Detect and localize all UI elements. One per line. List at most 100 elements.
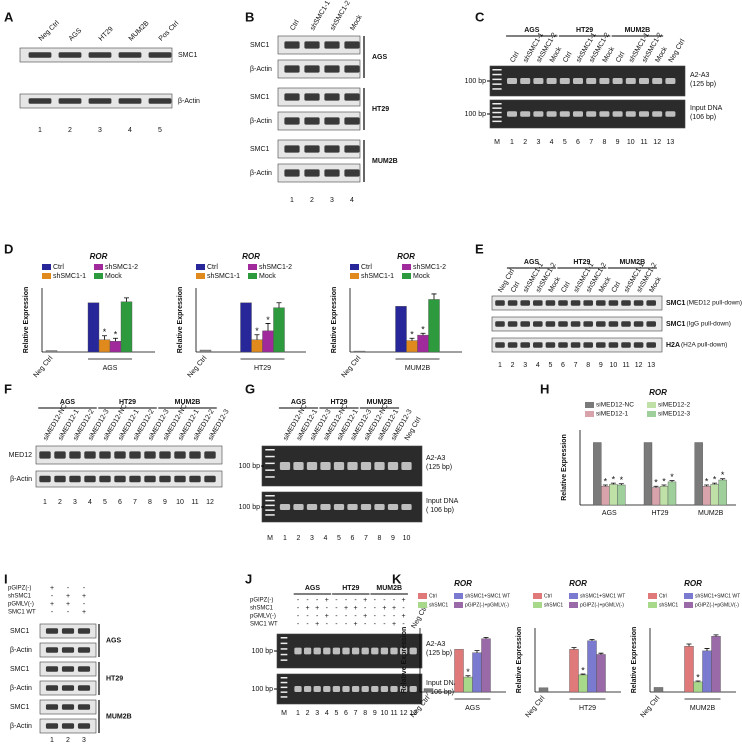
band — [77, 723, 91, 729]
bar — [710, 484, 719, 506]
band — [495, 342, 505, 348]
band — [646, 300, 656, 306]
band — [572, 111, 584, 117]
band — [284, 65, 300, 73]
lane-number: 1 — [283, 535, 287, 542]
lane-label: shSMC1-2 — [329, 0, 352, 32]
condition-mark: + — [402, 613, 406, 620]
panel-letter: B — [245, 9, 254, 24]
error-bar — [113, 337, 118, 342]
band — [361, 686, 369, 692]
lane-number: 11 — [622, 362, 629, 369]
band — [306, 504, 318, 510]
band — [61, 666, 75, 672]
band — [313, 647, 321, 655]
bar — [538, 687, 549, 693]
y-axis-label: Relative Expression — [331, 287, 338, 354]
lane-number: 2 — [68, 127, 72, 134]
lane-number: 1 — [498, 362, 502, 369]
lane-number: 13 — [409, 710, 417, 717]
ladder-band — [280, 642, 288, 645]
ladder-band — [280, 637, 288, 639]
band — [84, 475, 96, 483]
band — [546, 78, 557, 84]
condition-mark: - — [51, 593, 54, 600]
bar — [463, 676, 473, 693]
band — [401, 462, 412, 470]
panel-letter: G — [245, 381, 255, 396]
band — [39, 475, 51, 483]
category-label: MUM2B — [698, 510, 724, 517]
row-label: (106 bp) — [690, 114, 716, 121]
band — [559, 78, 570, 84]
error-bar — [602, 484, 608, 487]
error-bar — [474, 650, 480, 653]
band — [608, 300, 619, 306]
band — [45, 685, 59, 691]
lane-number: 7 — [364, 535, 368, 542]
ladder-band — [265, 462, 275, 465]
bar — [693, 681, 703, 693]
ladder-band — [280, 691, 288, 693]
condition-mark: + — [315, 605, 319, 612]
error-bar — [483, 636, 489, 639]
legend-swatch — [648, 602, 657, 608]
bar — [45, 350, 58, 353]
error-bar — [409, 337, 415, 341]
significance: * — [654, 478, 658, 488]
bar — [262, 330, 274, 353]
band — [374, 504, 385, 510]
bar — [120, 301, 133, 353]
group-label: AGS — [524, 259, 540, 266]
significance: * — [466, 667, 470, 677]
band — [545, 300, 556, 306]
band — [586, 78, 597, 84]
group-label: AGS — [291, 399, 307, 406]
legend-label: Ctrl — [207, 264, 218, 271]
significance: * — [581, 665, 585, 675]
error-bar — [124, 297, 129, 302]
lane-number: 10 — [627, 139, 635, 146]
significance: * — [713, 475, 717, 485]
band — [54, 475, 66, 483]
band — [342, 686, 350, 692]
legend-swatch — [402, 264, 411, 270]
band — [294, 686, 302, 692]
band — [144, 451, 156, 459]
band — [306, 462, 318, 470]
band — [495, 300, 505, 306]
band — [533, 300, 543, 306]
band — [284, 93, 300, 101]
band — [401, 504, 412, 510]
group-label: MUM2B — [175, 399, 201, 406]
band — [333, 504, 345, 510]
lane-number: 11 — [390, 710, 397, 717]
bar — [684, 646, 694, 693]
band — [323, 686, 331, 692]
lane-label: Mock — [602, 46, 617, 64]
legend-label: Ctrl — [53, 264, 64, 271]
lane-number: 2 — [511, 362, 515, 369]
row-label: A2-A3 — [426, 455, 446, 462]
lane-label: shSMC1-1 — [309, 0, 332, 32]
error-bar — [704, 484, 710, 487]
band — [99, 451, 111, 459]
band — [351, 647, 360, 655]
lane-number: 1 — [296, 710, 300, 717]
legend-swatch — [647, 402, 656, 408]
lane-number: 2 — [58, 499, 62, 506]
error-bar — [589, 639, 595, 641]
lane-number: 3 — [536, 139, 540, 146]
lane-number: M — [494, 139, 500, 146]
lane-number: 5 — [548, 362, 552, 369]
condition-mark: + — [392, 621, 396, 628]
band — [638, 78, 650, 84]
row-label: ( 106 bp) — [426, 507, 454, 514]
band — [545, 342, 556, 348]
row-label: β-Actin — [10, 685, 32, 692]
error-bar — [598, 652, 604, 655]
lane-number: 12 — [635, 362, 643, 369]
category-label: AGS — [465, 705, 480, 712]
band — [304, 145, 320, 153]
significance: * — [255, 326, 259, 336]
